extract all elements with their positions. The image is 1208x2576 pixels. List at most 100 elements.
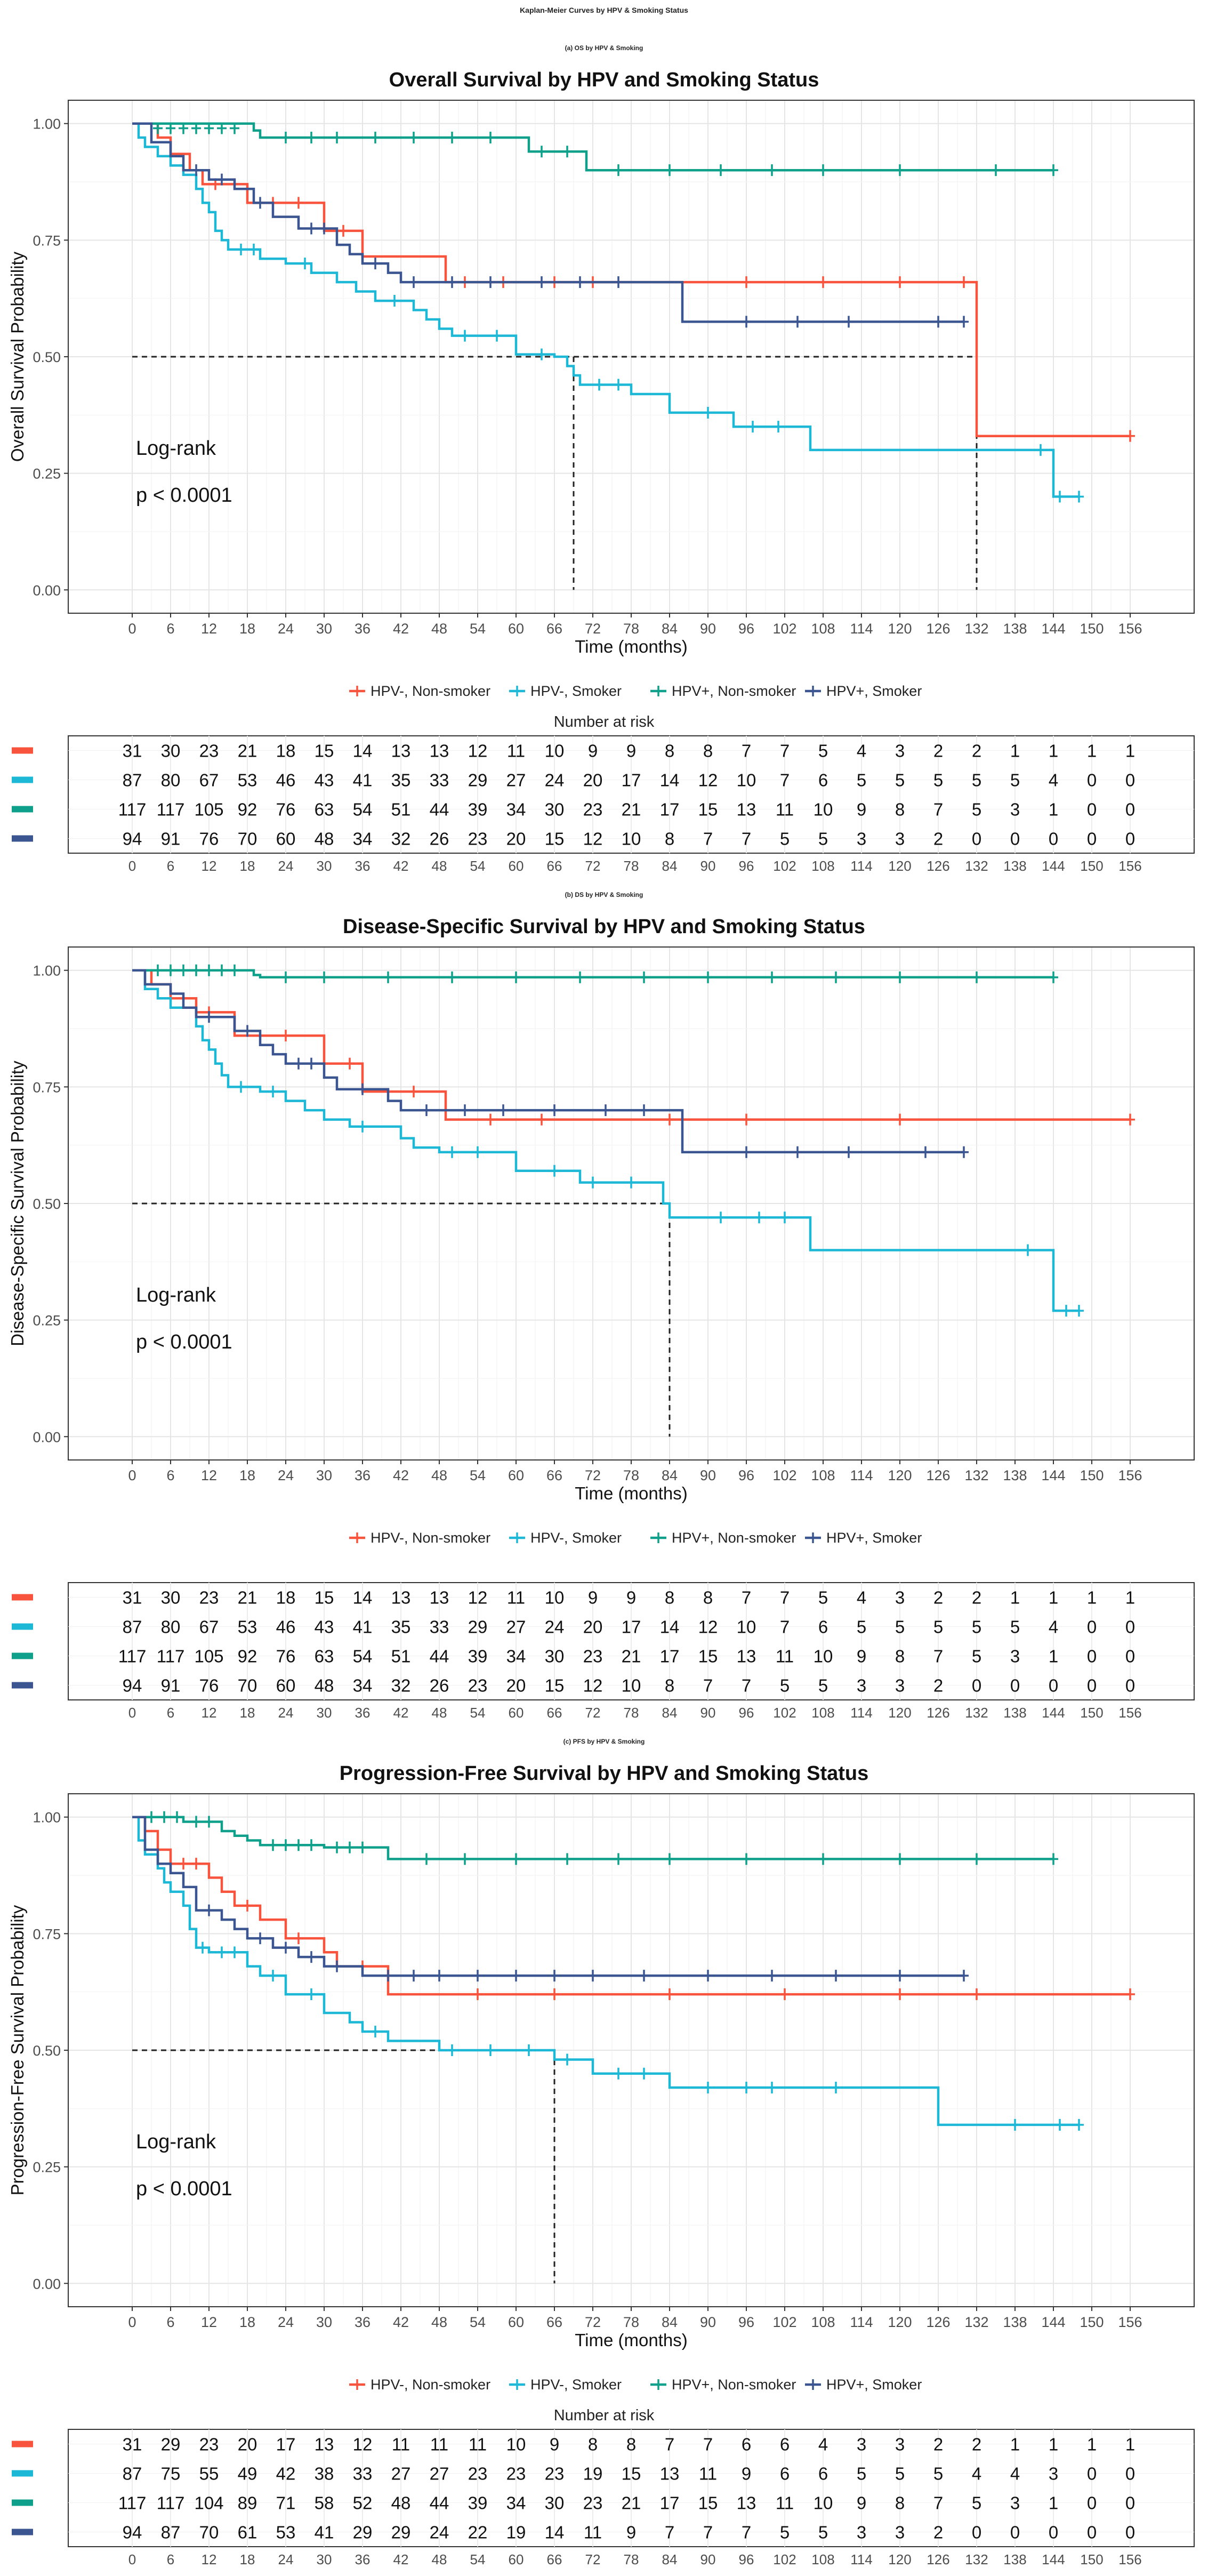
censor-mark xyxy=(588,1970,598,1982)
y-tick-label: 0.75 xyxy=(33,1926,61,1942)
risk-cell: 9 xyxy=(626,741,636,761)
legend-label: HPV-, Non-smoker xyxy=(371,1530,490,1546)
censor-mark xyxy=(166,122,175,134)
risk-cell: 20 xyxy=(583,1617,603,1637)
risk-cell: 13 xyxy=(391,741,411,761)
censor-mark xyxy=(614,276,623,288)
risk-cell: 7 xyxy=(665,2523,674,2542)
risk-x-tick-label: 36 xyxy=(355,1705,371,1721)
risk-row-color-key xyxy=(12,2529,33,2535)
risk-cell: 7 xyxy=(933,2493,943,2513)
x-tick-label: 120 xyxy=(888,2314,912,2330)
censor-mark xyxy=(831,1970,841,1982)
risk-cell: 23 xyxy=(545,2464,565,2484)
censor-mark xyxy=(895,971,905,983)
x-tick-label: 90 xyxy=(700,621,716,637)
censor-mark xyxy=(639,1104,649,1117)
x-tick-label: 126 xyxy=(926,1467,950,1483)
risk-x-tick-label: 126 xyxy=(927,858,949,874)
x-tick-label: 156 xyxy=(1118,2314,1142,2330)
x-tick-label: 96 xyxy=(738,621,754,637)
x-tick-label: 156 xyxy=(1118,1467,1142,1483)
x-tick-label: 48 xyxy=(431,621,447,637)
risk-cell: 1 xyxy=(1125,2435,1135,2454)
risk-table-title: Number at risk xyxy=(554,2407,655,2424)
censor-mark xyxy=(281,971,291,983)
risk-cell: 3 xyxy=(895,2435,905,2454)
risk-cell: 4 xyxy=(857,741,866,761)
risk-cell: 39 xyxy=(468,800,488,820)
risk-cell: 3 xyxy=(857,2523,866,2542)
risk-cell: 14 xyxy=(660,771,680,790)
censor-mark xyxy=(959,1146,969,1158)
y-tick-label: 0.50 xyxy=(33,1196,61,1212)
x-tick-label: 0 xyxy=(128,2314,136,2330)
censor-mark xyxy=(844,316,853,328)
censor-mark xyxy=(793,1146,802,1158)
risk-cell: 4 xyxy=(1049,1617,1058,1637)
risk-x-tick-label: 54 xyxy=(470,2551,486,2567)
risk-cell: 0 xyxy=(1087,1617,1097,1637)
risk-x-tick-label: 48 xyxy=(432,1705,447,1721)
risk-cell: 41 xyxy=(353,1617,373,1637)
risk-cell: 117 xyxy=(157,800,185,820)
risk-cell: 23 xyxy=(199,2435,219,2454)
risk-cell: 14 xyxy=(660,1617,680,1637)
risk-cell: 20 xyxy=(583,771,603,790)
censor-mark xyxy=(665,1988,674,2001)
logrank-label: Log-rank xyxy=(136,437,216,460)
risk-cell: 7 xyxy=(703,829,713,849)
risk-cell: 80 xyxy=(161,1617,181,1637)
censor-mark xyxy=(767,2081,777,2093)
censor-mark xyxy=(460,1104,470,1117)
risk-cell: 2 xyxy=(933,741,943,761)
censor-mark xyxy=(281,131,291,143)
risk-cell: 5 xyxy=(818,1588,828,1608)
risk-cell: 9 xyxy=(588,1588,598,1608)
risk-cell: 54 xyxy=(353,1647,373,1666)
risk-cell: 8 xyxy=(665,1588,674,1608)
censor-mark xyxy=(959,276,969,288)
risk-cell: 4 xyxy=(857,1588,866,1608)
km-curve xyxy=(132,1816,1053,1860)
risk-cell: 9 xyxy=(857,800,866,820)
risk-cell: 46 xyxy=(276,771,296,790)
risk-x-tick-label: 18 xyxy=(240,858,255,874)
risk-x-tick-label: 144 xyxy=(1042,2551,1065,2567)
risk-cell: 7 xyxy=(933,800,943,820)
censor-mark xyxy=(217,122,227,134)
risk-x-tick-label: 114 xyxy=(850,1705,872,1721)
risk-x-tick-label: 84 xyxy=(662,2551,678,2567)
risk-x-tick-label: 12 xyxy=(202,858,217,874)
risk-cell: 30 xyxy=(545,1647,565,1666)
x-tick-label: 30 xyxy=(316,621,332,637)
risk-cell: 5 xyxy=(972,1617,981,1637)
risk-cell: 71 xyxy=(276,2493,296,2513)
x-tick-label: 72 xyxy=(585,1467,601,1483)
risk-cell: 8 xyxy=(665,741,674,761)
censor-mark xyxy=(550,1165,559,1177)
x-tick-label: 138 xyxy=(1003,2314,1027,2330)
risk-cell: 11 xyxy=(507,1588,525,1608)
risk-cell: 29 xyxy=(468,771,488,790)
risk-cell: 3 xyxy=(1010,800,1020,820)
y-axis-label: Disease-Specific Survival Probability xyxy=(7,1061,27,1346)
risk-row-color-key xyxy=(12,1652,33,1659)
risk-row-color-key xyxy=(12,776,33,783)
censor-mark xyxy=(511,1970,521,1982)
risk-cell: 87 xyxy=(161,2523,181,2542)
censor-mark xyxy=(249,243,259,255)
risk-cell: 34 xyxy=(353,1676,373,1696)
censor-mark xyxy=(243,1899,252,1912)
risk-cell: 117 xyxy=(157,1647,185,1666)
y-axis-label: Progression-Free Survival Probability xyxy=(7,1905,27,2195)
risk-cell: 43 xyxy=(315,771,334,790)
censor-mark xyxy=(409,131,418,143)
legend-label: HPV+, Smoker xyxy=(826,2377,922,2393)
risk-x-tick-label: 156 xyxy=(1118,2551,1141,2567)
risk-cell: 29 xyxy=(353,2523,373,2542)
panel-0: (a) OS by HPV & Smoking Overall Survival … xyxy=(7,44,1195,874)
risk-x-tick-label: 60 xyxy=(509,2551,524,2567)
censor-mark xyxy=(268,1839,278,1851)
